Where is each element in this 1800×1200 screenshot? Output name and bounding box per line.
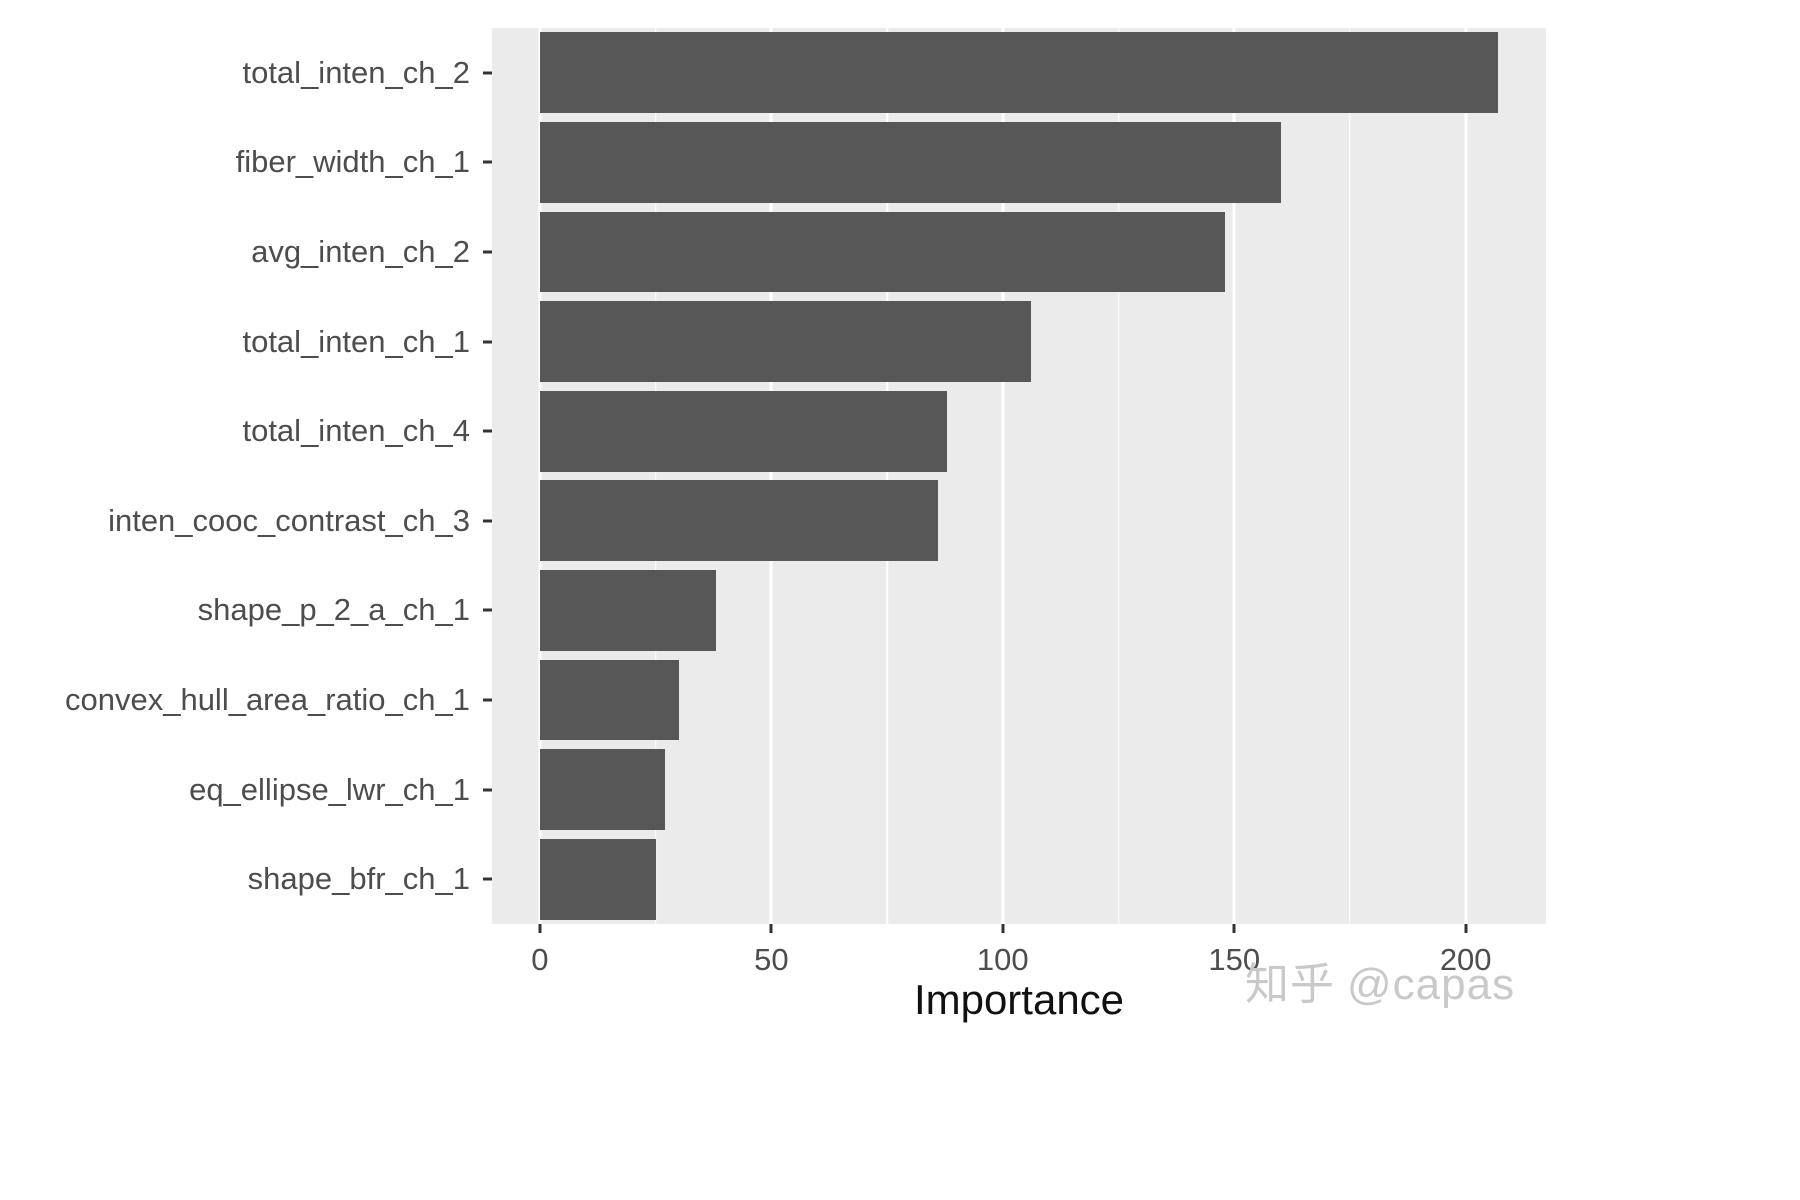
- bar-eq_ellipse_lwr_ch_1: [539, 749, 665, 830]
- bar-convex_hull_area_ratio_ch_1: [539, 659, 679, 741]
- y-label-convex_hull_area_ratio_ch_1: convex_hull_area_ratio_ch_1: [64, 682, 470, 717]
- bar-shape_p_2_a_ch_1: [539, 570, 716, 651]
- x-axis: 0 50 100 150 200: [492, 924, 1546, 1004]
- y-tick-mark: [483, 877, 492, 881]
- x-tick-label-50: 50: [754, 942, 789, 977]
- y-label-fiber_width_ch_1: fiber_width_ch_1: [235, 144, 470, 180]
- bar-fiber_width_ch_1: [539, 122, 1281, 203]
- y-label-total_inten_ch_4: total_inten_ch_4: [242, 413, 470, 449]
- watermark-brand: 知乎: [1245, 960, 1335, 1009]
- bar-shape_bfr_ch_1: [539, 838, 656, 920]
- gridline-minor: [886, 28, 888, 924]
- bar-total_inten_ch_1: [539, 301, 1031, 382]
- bar-total_inten_ch_2: [539, 32, 1499, 114]
- y-tick-mark: [483, 429, 492, 433]
- x-tick-mark: [1232, 924, 1236, 933]
- x-tick-label-0: 0: [531, 942, 549, 977]
- y-tick-mark: [483, 340, 492, 344]
- gridline-minor: [654, 28, 657, 924]
- x-tick-mark: [769, 924, 773, 933]
- y-label-shape_p_2_a_ch_1: shape_p_2_a_ch_1: [197, 592, 470, 628]
- x-tick-label-200: 200: [1439, 942, 1492, 977]
- y-tick-mark: [483, 519, 492, 523]
- y-tick-mark: [483, 160, 492, 164]
- bar-avg_inten_ch_2: [539, 211, 1225, 293]
- x-tick-label-150: 150: [1208, 942, 1261, 977]
- y-tick-mark: [483, 608, 492, 612]
- bar-total_inten_ch_4: [539, 390, 948, 472]
- y-label-total_inten_ch_2: total_inten_ch_2: [242, 54, 470, 90]
- x-tick-mark: [538, 924, 542, 933]
- x-tick-mark: [1001, 924, 1005, 933]
- x-axis-title: Importance: [913, 976, 1125, 1023]
- y-tick-mark: [483, 698, 492, 702]
- y-label-eq_ellipse_lwr_ch_1: eq_ellipse_lwr_ch_1: [189, 771, 470, 807]
- gridline-major: [1232, 28, 1236, 924]
- gridline-major: [1001, 28, 1005, 924]
- y-tick-mark: [483, 71, 492, 75]
- watermark-handle: @capas: [1347, 960, 1516, 1009]
- y-tick-mark: [483, 250, 492, 254]
- bar-inten_cooc_contrast_ch_3: [539, 480, 938, 562]
- y-label-avg_inten_ch_2: avg_inten_ch_2: [251, 234, 470, 269]
- x-tick-mark: [1464, 924, 1468, 933]
- gridline-minor: [1349, 28, 1351, 924]
- y-axis: total_inten_ch_2 fiber_width_ch_1 avg_inte…: [0, 28, 492, 924]
- y-label-shape_bfr_ch_1: shape_bfr_ch_1: [247, 861, 470, 897]
- watermark: 知乎 @capas: [1245, 948, 1515, 1012]
- y-label-inten_cooc_contrast_ch_3: inten_cooc_contrast_ch_3: [108, 502, 470, 538]
- y-tick-mark: [483, 788, 492, 792]
- gridline-major: [1464, 28, 1468, 924]
- gridline-major: [769, 28, 773, 924]
- x-tick-label-100: 100: [976, 942, 1029, 977]
- y-label-total_inten_ch_1: total_inten_ch_1: [242, 323, 470, 359]
- panel: [492, 28, 1546, 924]
- gridline-major: [538, 28, 542, 924]
- gridline-minor: [1117, 28, 1120, 924]
